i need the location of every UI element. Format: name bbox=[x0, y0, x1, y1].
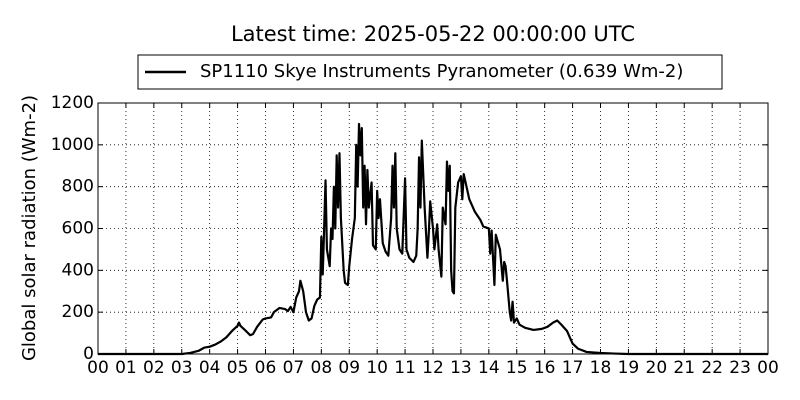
x-tick-label: 22 bbox=[701, 358, 723, 378]
y-tick-label: 1000 bbox=[51, 135, 94, 155]
x-tick-label: 07 bbox=[283, 358, 305, 378]
x-tick-label: 02 bbox=[143, 358, 165, 378]
legend-label: SP1110 Skye Instruments Pyranometer (0.6… bbox=[200, 61, 683, 82]
x-tick-label: 00 bbox=[87, 358, 109, 378]
x-tick-label: 01 bbox=[115, 358, 137, 378]
y-tick-label: 200 bbox=[62, 302, 94, 322]
y-tick-label: 1200 bbox=[51, 93, 94, 113]
x-tick-label: 06 bbox=[255, 358, 277, 378]
x-tick-label: 23 bbox=[729, 358, 751, 378]
x-tick-label: 12 bbox=[422, 358, 444, 378]
x-tick-label: 15 bbox=[506, 358, 528, 378]
x-tick-label: 18 bbox=[590, 358, 612, 378]
y-tick-label: 800 bbox=[62, 177, 94, 197]
x-tick-label: 13 bbox=[450, 358, 472, 378]
chart-title: Latest time: 2025-05-22 00:00:00 UTC bbox=[231, 22, 635, 46]
plot-frame bbox=[97, 102, 769, 355]
x-tick-label: 10 bbox=[366, 358, 388, 378]
x-tick-label: 17 bbox=[562, 358, 584, 378]
x-tick-label: 04 bbox=[199, 358, 221, 378]
x-tick-label: 05 bbox=[227, 358, 249, 378]
x-tick-label: 03 bbox=[171, 358, 193, 378]
y-axis-label: Global solar radiation (Wm-2) bbox=[19, 95, 40, 361]
x-tick-label: 16 bbox=[534, 358, 556, 378]
y-tick-label: 0 bbox=[83, 344, 94, 364]
x-tick-label: 00 bbox=[757, 358, 779, 378]
x-tick-label: 08 bbox=[311, 358, 333, 378]
x-tick-label: 20 bbox=[646, 358, 668, 378]
y-tick-label: 400 bbox=[62, 260, 94, 280]
x-tick-label: 09 bbox=[338, 358, 360, 378]
legend-box bbox=[137, 54, 723, 90]
data-line bbox=[98, 122, 768, 356]
x-tick-label: 14 bbox=[478, 358, 500, 378]
x-tick-label: 11 bbox=[394, 358, 416, 378]
y-tick-label: 600 bbox=[62, 219, 94, 239]
x-tick-label: 21 bbox=[673, 358, 695, 378]
x-tick-label: 19 bbox=[618, 358, 640, 378]
